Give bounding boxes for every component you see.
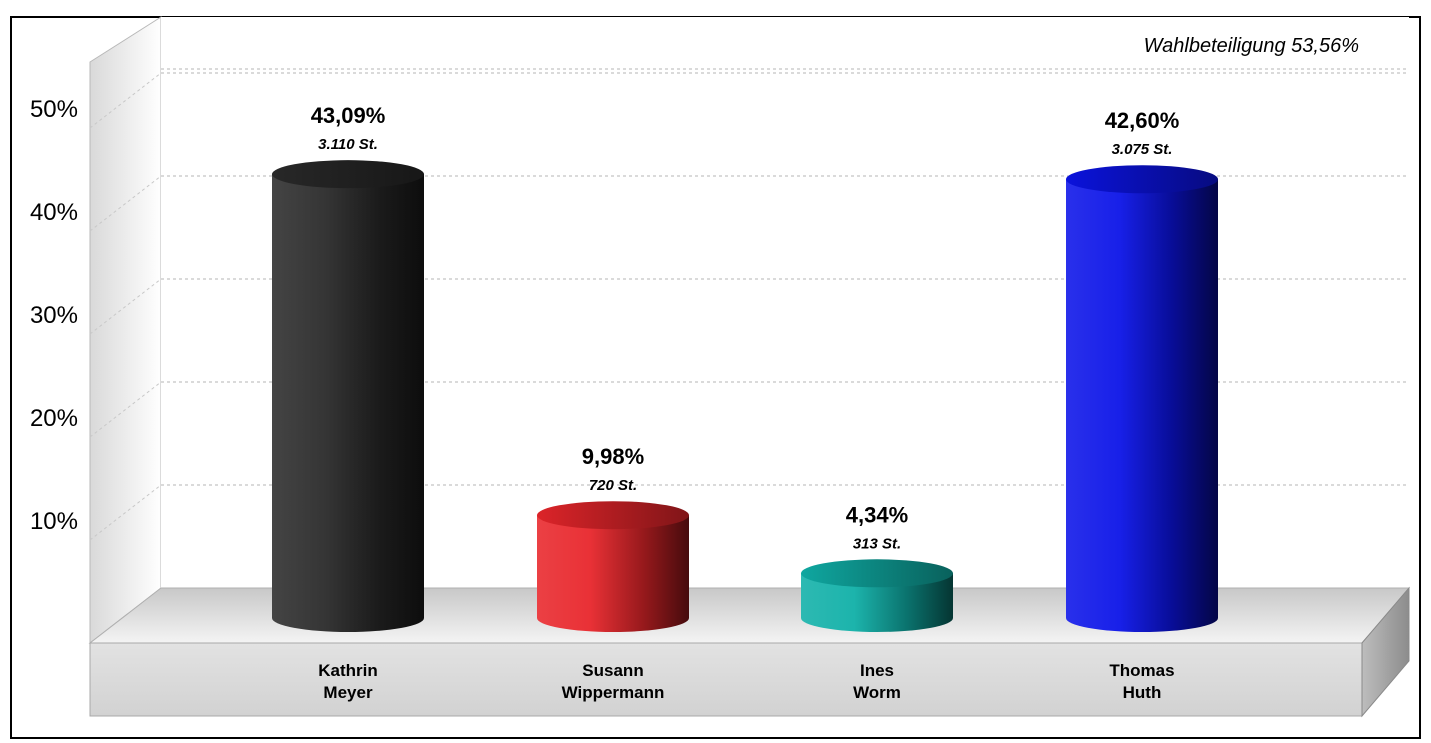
bar-body	[537, 515, 689, 632]
bar-body	[272, 174, 424, 632]
chart-left-wall	[89, 16, 162, 645]
votes-label: 720 St.	[589, 477, 637, 494]
value-label: 4,34%	[846, 502, 908, 527]
value-label: 42,60%	[1105, 108, 1180, 133]
category-label: Wippermann	[562, 683, 665, 702]
category-labels: Kathrin Meyer Susann Wippermann Ines Worm Thom…	[318, 661, 1174, 702]
category-label: Kathrin	[318, 661, 378, 680]
bar-kathrin-meyer	[272, 160, 424, 632]
wall-gridline	[89, 484, 162, 541]
value-label: 43,09%	[311, 103, 386, 128]
bar-top	[272, 160, 424, 189]
bar-thomas-huth	[1066, 165, 1218, 632]
category-label: Meyer	[323, 683, 373, 702]
chart-right-ledge	[1361, 586, 1410, 718]
y-tick-label: 20%	[30, 405, 78, 432]
y-tick-label: 10%	[30, 508, 78, 535]
bars	[272, 160, 1218, 632]
category-label: Huth	[1123, 683, 1162, 702]
value-label: 9,98%	[582, 444, 644, 469]
category-label: Worm	[853, 683, 901, 702]
bar-top	[1066, 165, 1218, 194]
wall-gridline	[89, 72, 162, 129]
y-tick-label: 40%	[30, 199, 78, 226]
category-label: Thomas	[1109, 661, 1174, 680]
wall-gridline	[89, 381, 162, 438]
votes-label: 313 St.	[853, 535, 901, 552]
data-labels: 43,09% 3.110 St. 9,98% 720 St. 4,34% 313 St. 4…	[311, 103, 1180, 552]
bar-ines-worm	[801, 559, 953, 632]
chart-front-ledge	[89, 642, 1363, 717]
wall-gridline	[89, 175, 162, 232]
votes-label: 3.075 St.	[1112, 141, 1173, 158]
turnout-annotation: Wahlbeteiligung 53,56%	[1144, 35, 1359, 57]
bar-susann-wippermann	[537, 501, 689, 632]
y-tick-label: 50%	[30, 96, 78, 123]
y-tick-label: 30%	[30, 302, 78, 329]
bar-top	[801, 559, 953, 588]
wall-gridline	[89, 278, 162, 335]
bar-top	[537, 501, 689, 530]
bar-body	[801, 573, 953, 632]
category-label: Ines	[860, 661, 894, 680]
category-label: Susann	[582, 661, 643, 680]
votes-label: 3.110 St.	[318, 136, 378, 153]
bar-body	[1066, 179, 1218, 632]
y-axis-ticks: 10% 20% 30% 40% 50%	[30, 96, 78, 535]
